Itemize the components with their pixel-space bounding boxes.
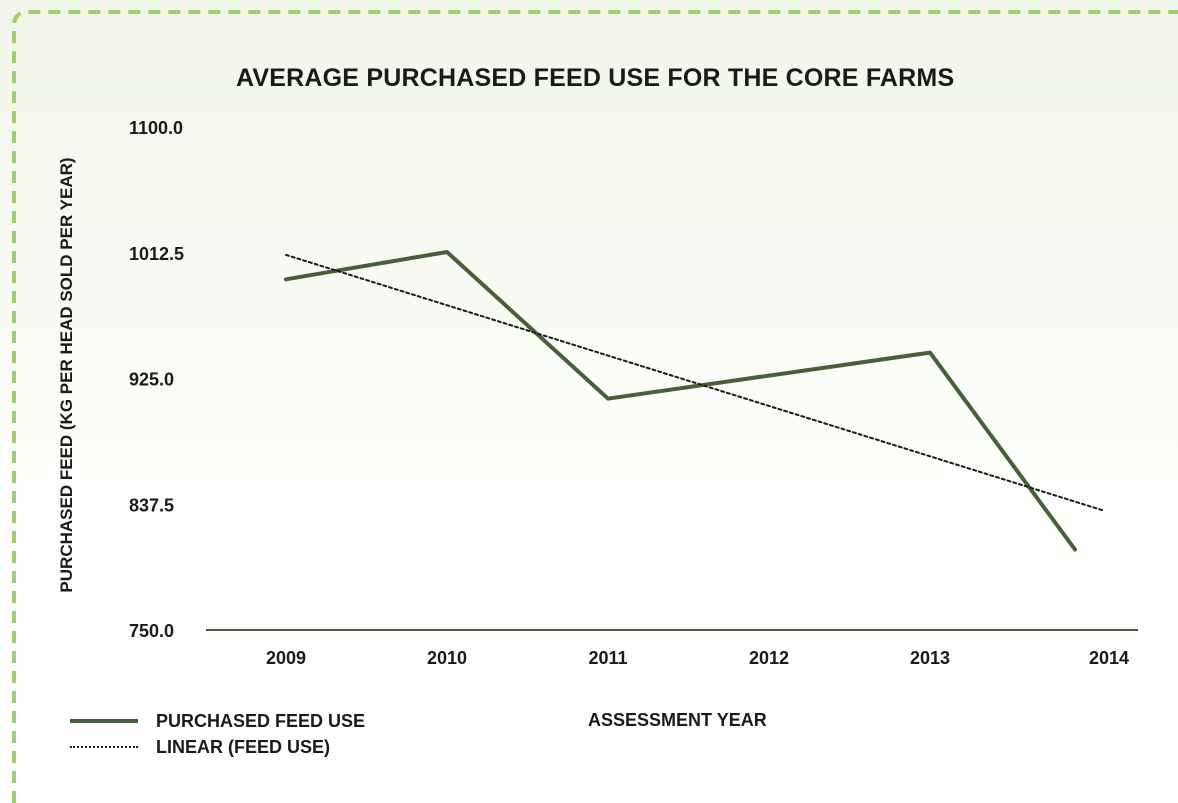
legend-swatch-dotted	[70, 742, 138, 752]
x-tick-label: 2013	[910, 648, 950, 668]
x-tick-label: 2014	[1089, 648, 1129, 668]
legend-swatch-solid	[70, 716, 138, 726]
y-tick-label: 1100.0	[129, 118, 183, 138]
x-tick-label: 2010	[427, 648, 467, 668]
legend-label-feed-use: PURCHASED FEED USE	[156, 710, 366, 731]
legend-item-feed-use: PURCHASED FEED USE	[70, 708, 365, 734]
legend: PURCHASED FEED USE LINEAR (FEED USE)	[70, 708, 365, 760]
legend-item-linear: LINEAR (FEED USE)	[70, 734, 365, 760]
y-tick-label: 750.0	[129, 621, 174, 641]
y-tick-label: 925.0	[129, 370, 174, 390]
x-tick-label: 2012	[749, 648, 789, 668]
x-tick-label: 2009	[266, 648, 306, 668]
chart-title: AVERAGE PURCHASED FEED USE FOR THE CORE …	[236, 64, 955, 92]
series-line-linear-trend	[285, 253, 1105, 512]
x-axis-title: ASSESSMENT YEAR	[588, 710, 767, 730]
y-tick-label: 1012.5	[129, 244, 184, 264]
y-tick-label: 837.5	[129, 495, 174, 515]
x-tick-label: 2011	[588, 648, 627, 668]
legend-label-linear: LINEAR (FEED USE)	[156, 736, 331, 757]
series-line-feed-use	[284, 250, 1077, 552]
